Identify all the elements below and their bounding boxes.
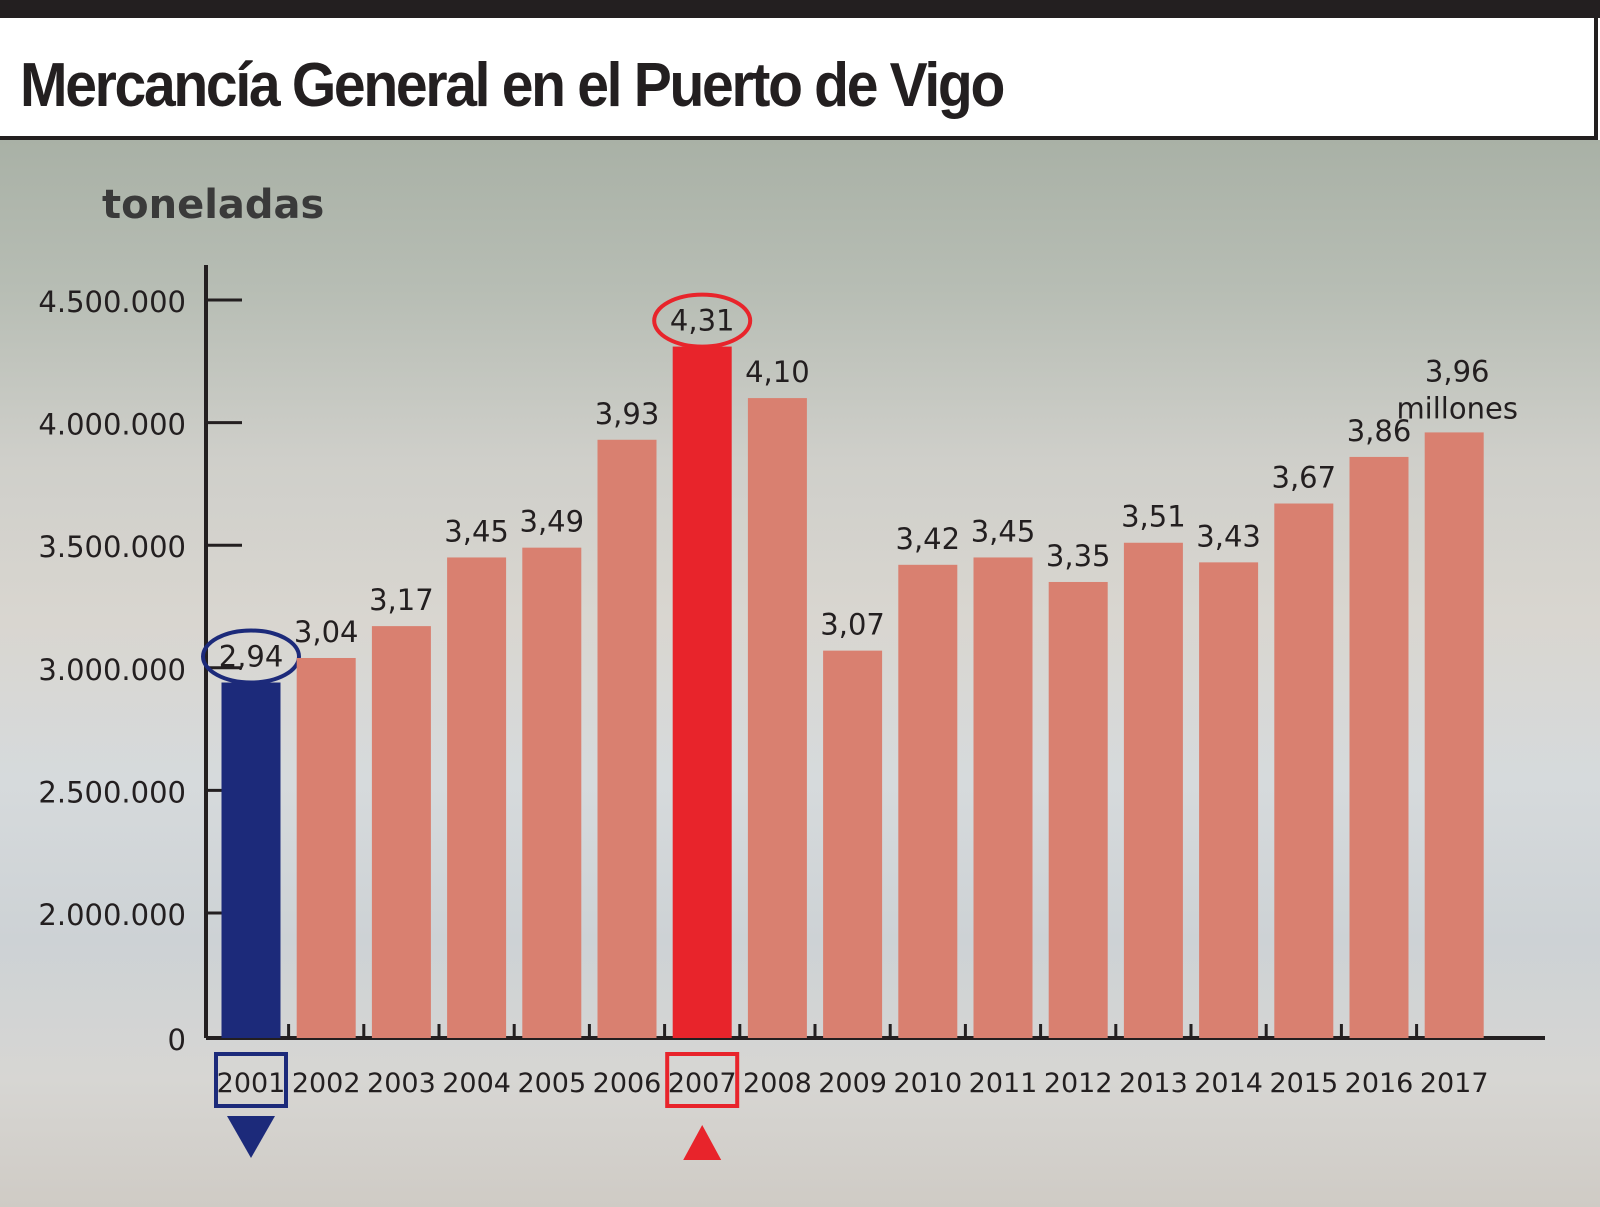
y-tick-label: 2.000.000 — [38, 898, 186, 932]
highlight-box-2007 — [665, 1052, 740, 1108]
highlight-ring-2007 — [652, 292, 753, 349]
y-tick-label: 2.500.000 — [38, 775, 186, 809]
value-label-2013: 3,51 — [1121, 500, 1186, 534]
bar-2011 — [973, 557, 1033, 1038]
bar-2013 — [1123, 542, 1183, 1038]
year-label-2010: 2010 — [893, 1068, 962, 1099]
bar-2001 — [221, 682, 281, 1038]
bar-2003 — [371, 626, 431, 1038]
year-label-2008: 2008 — [743, 1068, 812, 1099]
value-label-2006: 3,93 — [595, 397, 660, 431]
value-label-2010: 3,42 — [896, 522, 961, 556]
up-triangle-icon — [683, 1125, 722, 1160]
bar-2010 — [898, 564, 958, 1038]
value-label-2005: 3,49 — [520, 505, 585, 539]
bar-2012 — [1048, 581, 1108, 1038]
value-label-2003: 3,17 — [369, 583, 434, 617]
bar-2006 — [597, 439, 657, 1038]
year-label-2001: 2001 — [217, 1068, 286, 1099]
title-box: Mercancía General en el Puerto de Vigo — [0, 18, 1598, 140]
bar-2002 — [296, 657, 356, 1038]
year-label-2012: 2012 — [1044, 1068, 1113, 1099]
chart-title: Mercancía General en el Puerto de Vigo — [20, 51, 1005, 120]
bar-chart: 0 2.000.000 2.500.000 3.000.000 3.500.000 4.0… — [38, 182, 1545, 1160]
top-bar — [0, 0, 1600, 18]
bar-2016 — [1349, 456, 1409, 1039]
y-tick-label: 0 — [168, 1023, 186, 1057]
year-label-2013: 2013 — [1119, 1068, 1188, 1099]
value-label-2001: 2,94 — [219, 640, 284, 674]
value-label-2009: 3,07 — [820, 608, 885, 642]
year-label-2015: 2015 — [1269, 1068, 1338, 1099]
bar-2007 — [672, 346, 732, 1038]
year-label-2009: 2009 — [818, 1068, 887, 1099]
bar-2005 — [522, 547, 582, 1038]
bar-2004 — [447, 557, 507, 1038]
value-label-2016: 3,86 — [1347, 414, 1412, 448]
value-label-2012: 3,35 — [1046, 539, 1111, 573]
bar-2009 — [823, 650, 883, 1038]
value-label-2007: 4,31 — [670, 304, 735, 338]
y-tick-label: 4.500.000 — [38, 285, 186, 319]
year-label-2016: 2016 — [1345, 1068, 1414, 1099]
year-label-2006: 2006 — [593, 1068, 662, 1099]
bar-2014 — [1199, 562, 1259, 1038]
year-label-2017: 2017 — [1420, 1068, 1489, 1099]
highlight-ring-2001 — [201, 628, 301, 685]
year-label-2003: 2003 — [367, 1068, 436, 1099]
year-label-2007: 2007 — [668, 1068, 737, 1099]
y-tick-label: 4.000.000 — [38, 408, 186, 442]
value-label-2011: 3,45 — [971, 514, 1036, 548]
y-tick-label: 3.500.000 — [38, 530, 186, 564]
bar-2008 — [747, 398, 807, 1039]
value-label-2008: 4,10 — [745, 355, 810, 389]
year-label-2011: 2011 — [969, 1068, 1038, 1099]
value-label-suffix: millones — [1396, 391, 1518, 425]
year-label-2004: 2004 — [442, 1068, 511, 1099]
highlight-box-2001 — [214, 1052, 288, 1108]
value-label-2015: 3,67 — [1272, 461, 1337, 495]
year-label-2005: 2005 — [517, 1068, 586, 1099]
value-label-2014: 3,43 — [1196, 519, 1261, 553]
value-label-2002: 3,04 — [294, 615, 359, 649]
y-axis-title: toneladas — [102, 182, 324, 228]
y-tick-label: 3.000.000 — [38, 653, 186, 687]
bar-2017 — [1424, 432, 1484, 1039]
value-label-2004: 3,45 — [444, 514, 509, 548]
bar-2015 — [1274, 503, 1334, 1038]
down-triangle-icon — [227, 1116, 275, 1158]
year-label-2002: 2002 — [292, 1068, 361, 1099]
value-label-2017: 3,96 — [1425, 354, 1490, 388]
year-label-2014: 2014 — [1194, 1068, 1263, 1099]
